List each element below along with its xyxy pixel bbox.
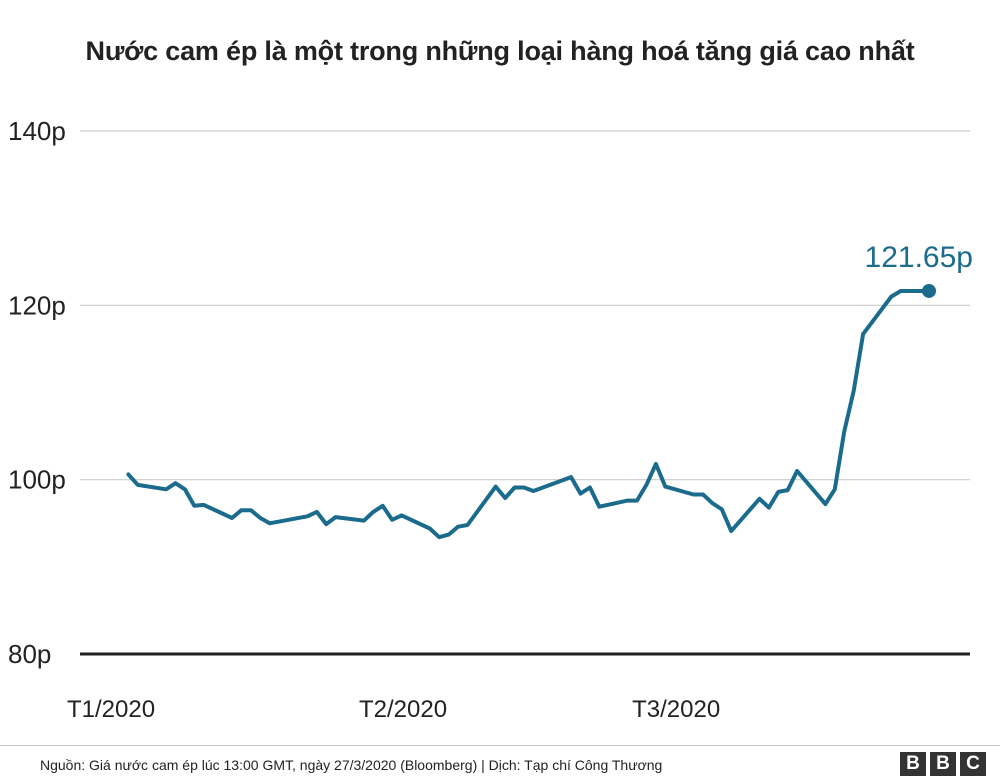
y-tick-label: 140p — [8, 116, 66, 146]
bbc-logo-letter: B — [930, 752, 956, 776]
x-tick-label: T2/2020 — [359, 696, 447, 723]
source-note: Nguồn: Giá nước cam ép lúc 13:00 GMT, ng… — [40, 757, 663, 773]
bbc-logo-letter: C — [960, 752, 986, 776]
x-tick-label: T1/2020 — [67, 696, 155, 723]
bbc-logo: B B C — [900, 752, 986, 776]
footer-divider — [0, 745, 1000, 746]
y-tick-label: 80p — [8, 639, 51, 669]
line-chart: 80p 100p 120p 140p T1/2020 T2/2020 T3/2020 12… — [8, 116, 973, 723]
y-tick-label: 120p — [8, 290, 66, 320]
chart-title: Nước cam ép là một trong những loại hàng… — [85, 36, 915, 66]
end-value-label: 121.65p — [865, 241, 973, 274]
x-axis: T1/2020 T2/2020 T3/2020 — [67, 696, 720, 723]
end-point-marker — [922, 283, 936, 298]
x-tick-label: T3/2020 — [632, 696, 720, 723]
y-tick-label: 100p — [8, 465, 66, 495]
y-axis: 80p 100p 120p 140p — [8, 116, 66, 669]
grid-lines — [80, 130, 970, 656]
series-line — [126, 289, 931, 540]
bbc-logo-letter: B — [900, 752, 926, 776]
plot-area: 121.65p — [126, 241, 973, 540]
